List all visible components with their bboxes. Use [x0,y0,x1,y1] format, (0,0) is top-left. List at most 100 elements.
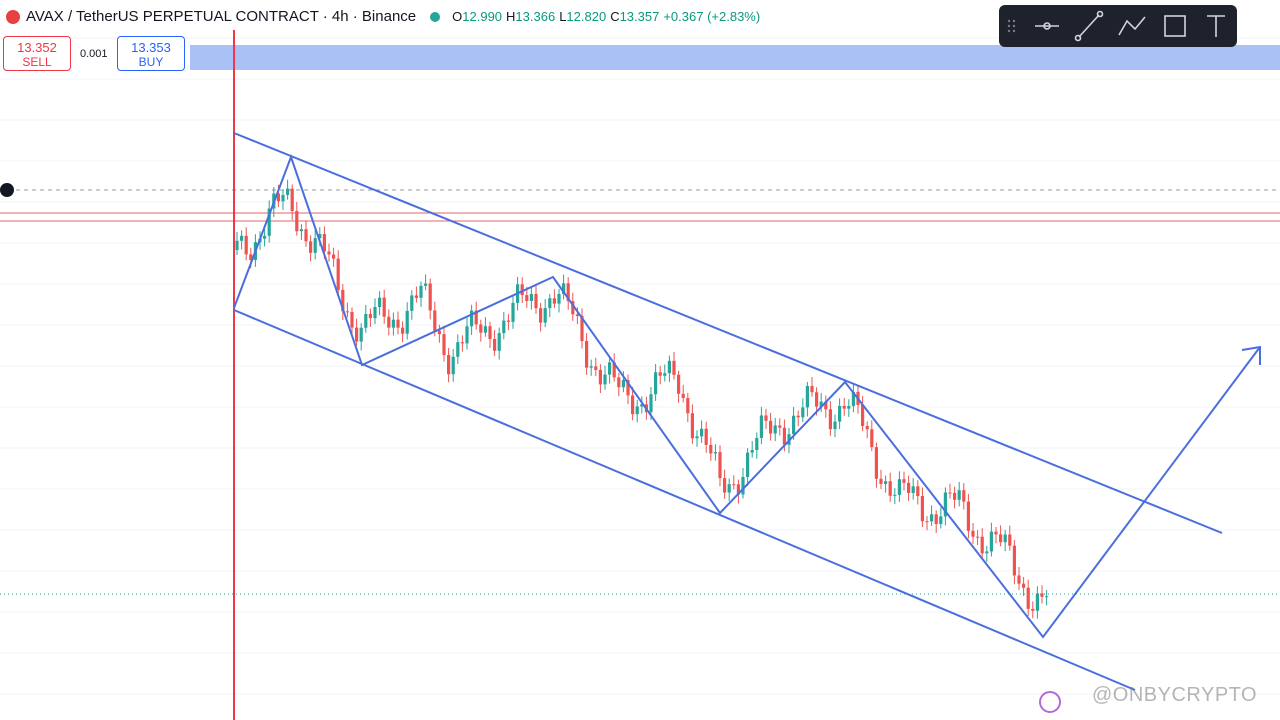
candle-body [493,338,497,351]
swing-path [233,154,1261,639]
candle-body [704,428,708,445]
candle-body [934,514,938,524]
candle-body [442,334,446,356]
candle-body [552,298,556,304]
candle-body [401,327,405,334]
candle-body [663,373,667,376]
candle-body [281,194,285,202]
candle-body [879,478,883,484]
candle-body [833,421,837,430]
candle-body [865,426,869,430]
candle-body [897,479,901,495]
candle-body [428,283,432,311]
candle-body [957,490,961,500]
candle-body [378,297,382,307]
candle-body [571,301,575,315]
candle-body [534,293,538,309]
ohlc-key: H [506,9,516,24]
ohlc-value: 13.357 [619,9,660,24]
candle-body [870,429,874,448]
candle-body [447,355,451,375]
coin-logo [6,9,20,24]
buy-button[interactable]: 13.353 BUY [117,36,185,71]
candle-body [769,420,773,434]
horizontal-line-tool[interactable] [1035,22,1059,30]
candle-body [736,484,740,495]
candle-body [778,425,782,428]
candle-body [649,394,653,413]
trend-line-tool[interactable] [1074,10,1104,42]
buy-price: 13.353 [131,40,171,55]
candle-body [966,501,970,531]
candle-body [654,372,658,395]
arrow-head [1241,345,1261,365]
candle-body [249,254,253,260]
candle-body [1022,583,1026,588]
candle-body [713,452,717,454]
candle-body [525,295,529,301]
candle-body [690,413,694,439]
candle-body [796,415,800,418]
candle-body [902,479,906,483]
candle-body [672,360,676,375]
candle-body [433,310,437,331]
candle-body [727,484,731,493]
candle-body [631,395,635,415]
sell-price: 13.352 [17,40,57,55]
watermark-icon [1039,691,1061,713]
text-tool[interactable] [1207,15,1225,37]
candle-body [640,404,644,407]
candle-body [930,514,934,522]
crosshair-button [0,183,14,197]
ohlc-change: +0.367 (+2.83%) [663,9,761,24]
candle-body [304,229,308,242]
candle-body [976,536,980,538]
candle-body [948,492,952,494]
path-tool[interactable] [1118,16,1146,36]
candle-body [971,530,975,537]
candle-body [387,316,391,328]
candle-body [943,492,947,517]
ohlc: O12.990 H13.366 L12.820 C13.357 +0.367 (+2.8… [452,9,764,24]
candle-body [424,283,428,286]
rectangle-tool[interactable] [1164,15,1186,37]
candle-body [502,320,506,334]
candle-body [750,449,754,453]
candle-body [907,482,911,494]
candle-body [1008,534,1012,546]
candle-body [244,235,248,255]
symbol[interactable]: AVAX / TetherUS PERPETUAL CONTRACT · 4h … [26,8,417,25]
candle-body [299,229,303,232]
candle-body [792,415,796,435]
ohlc-key: C [610,9,620,24]
candle-body [989,531,993,552]
toolbar-icons [1007,10,1225,42]
ohlc-key: L [559,9,567,24]
candle-body [1012,545,1016,576]
candle-body [1003,534,1007,543]
candle-body [470,310,474,327]
candle-body [842,405,846,409]
candle-body [1035,593,1039,611]
candle-body [345,311,349,313]
candle-body [327,251,331,255]
drag-handle[interactable] [1007,19,1016,33]
candle-body [617,377,621,388]
candle-body [235,240,239,250]
candle-body [755,437,759,450]
candle-body [828,409,832,430]
candle-body [368,313,372,319]
candle-body [437,330,441,335]
candle-body [589,366,593,368]
candle-body [603,374,607,385]
candle-body [861,404,865,427]
sell-button[interactable]: 13.352 SELL [3,36,71,71]
candle-body [805,386,809,408]
candle-body [658,372,662,376]
candle-body [391,319,395,328]
candle-body [419,285,423,298]
watermark: @ONBYCRYPTO [1092,684,1258,706]
ohlc-value: 12.820 [566,9,607,24]
candle-body [355,327,359,342]
